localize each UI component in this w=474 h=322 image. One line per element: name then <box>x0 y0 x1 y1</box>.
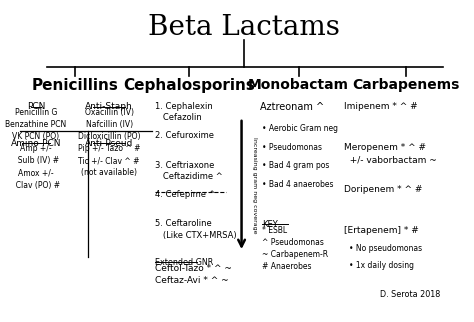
Text: • Pseudomonas: • Pseudomonas <box>262 143 322 152</box>
Text: Monobactam: Monobactam <box>248 78 349 92</box>
Text: 4. Cefepime ^: 4. Cefepime ^ <box>155 190 215 199</box>
Text: • No pseudomonas: • No pseudomonas <box>349 244 422 253</box>
Text: Imipenem * ^ #: Imipenem * ^ # <box>344 102 418 111</box>
Text: • Bad 4 anaerobes: • Bad 4 anaerobes <box>262 180 334 189</box>
Text: Beta Lactams: Beta Lactams <box>148 14 340 41</box>
Text: Anti-Staph: Anti-Staph <box>85 102 133 111</box>
Text: Penicillins: Penicillins <box>31 78 118 93</box>
Text: • Bad 4 gram pos: • Bad 4 gram pos <box>262 161 329 170</box>
Text: Amp +/-
  Sulb (IV) #
Amox +/-
  Clav (PO) #: Amp +/- Sulb (IV) # Amox +/- Clav (PO) # <box>11 144 61 190</box>
Text: Aztreonam ^: Aztreonam ^ <box>260 102 324 112</box>
Text: PCN: PCN <box>27 102 45 111</box>
Text: Amino-PCN: Amino-PCN <box>11 139 61 148</box>
Text: • Aerobic Gram neg: • Aerobic Gram neg <box>262 124 338 133</box>
Text: Anti-Pseud: Anti-Pseud <box>85 139 133 148</box>
Text: 1. Cephalexin
   Cefazolin: 1. Cephalexin Cefazolin <box>155 102 212 122</box>
Text: Meropenem * ^ #
  +/- vaborbactam ~: Meropenem * ^ # +/- vaborbactam ~ <box>344 143 437 164</box>
Text: [Ertapenem] * #: [Ertapenem] * # <box>344 226 419 235</box>
Text: • 1x daily dosing: • 1x daily dosing <box>349 260 414 270</box>
Text: Doripenem * ^ #: Doripenem * ^ # <box>344 185 423 194</box>
Text: * ESBL
^ Pseudomonas
~ Carbapenem-R
# Anaerobes: * ESBL ^ Pseudomonas ~ Carbapenem-R # An… <box>262 226 328 271</box>
Text: D. Serota 2018: D. Serota 2018 <box>380 290 440 299</box>
Text: Ceftol-Tazo * ^ ~
Ceftaz-Avi * ^ ~: Ceftol-Tazo * ^ ~ Ceftaz-Avi * ^ ~ <box>155 264 232 285</box>
Text: Pip +/- Tazo ^ #
Tic +/- Clav ^ #
(not available): Pip +/- Tazo ^ # Tic +/- Clav ^ # (not a… <box>78 144 140 177</box>
Text: Cephalosporins: Cephalosporins <box>123 78 255 93</box>
Text: 5. Ceftaroline
   (Like CTX+MRSA): 5. Ceftaroline (Like CTX+MRSA) <box>155 219 237 240</box>
Text: 2. Cefuroxime: 2. Cefuroxime <box>155 131 214 140</box>
Text: Increasing gram neg coverage: Increasing gram neg coverage <box>252 137 256 233</box>
Text: KEY: KEY <box>262 220 278 229</box>
Text: Carbapenems: Carbapenems <box>352 78 460 92</box>
Text: 3. Ceftriaxone
   Ceftazidime ^: 3. Ceftriaxone Ceftazidime ^ <box>155 161 222 181</box>
Text: Penicillin G
Benzathine PCN
VK PCN (PO): Penicillin G Benzathine PCN VK PCN (PO) <box>5 108 67 141</box>
Text: Oxacillin (IV)
Nafcillin (IV)
Dicloxicillin (PO): Oxacillin (IV) Nafcillin (IV) Dicloxicil… <box>78 108 140 141</box>
Text: Extended GNR: Extended GNR <box>155 258 213 267</box>
